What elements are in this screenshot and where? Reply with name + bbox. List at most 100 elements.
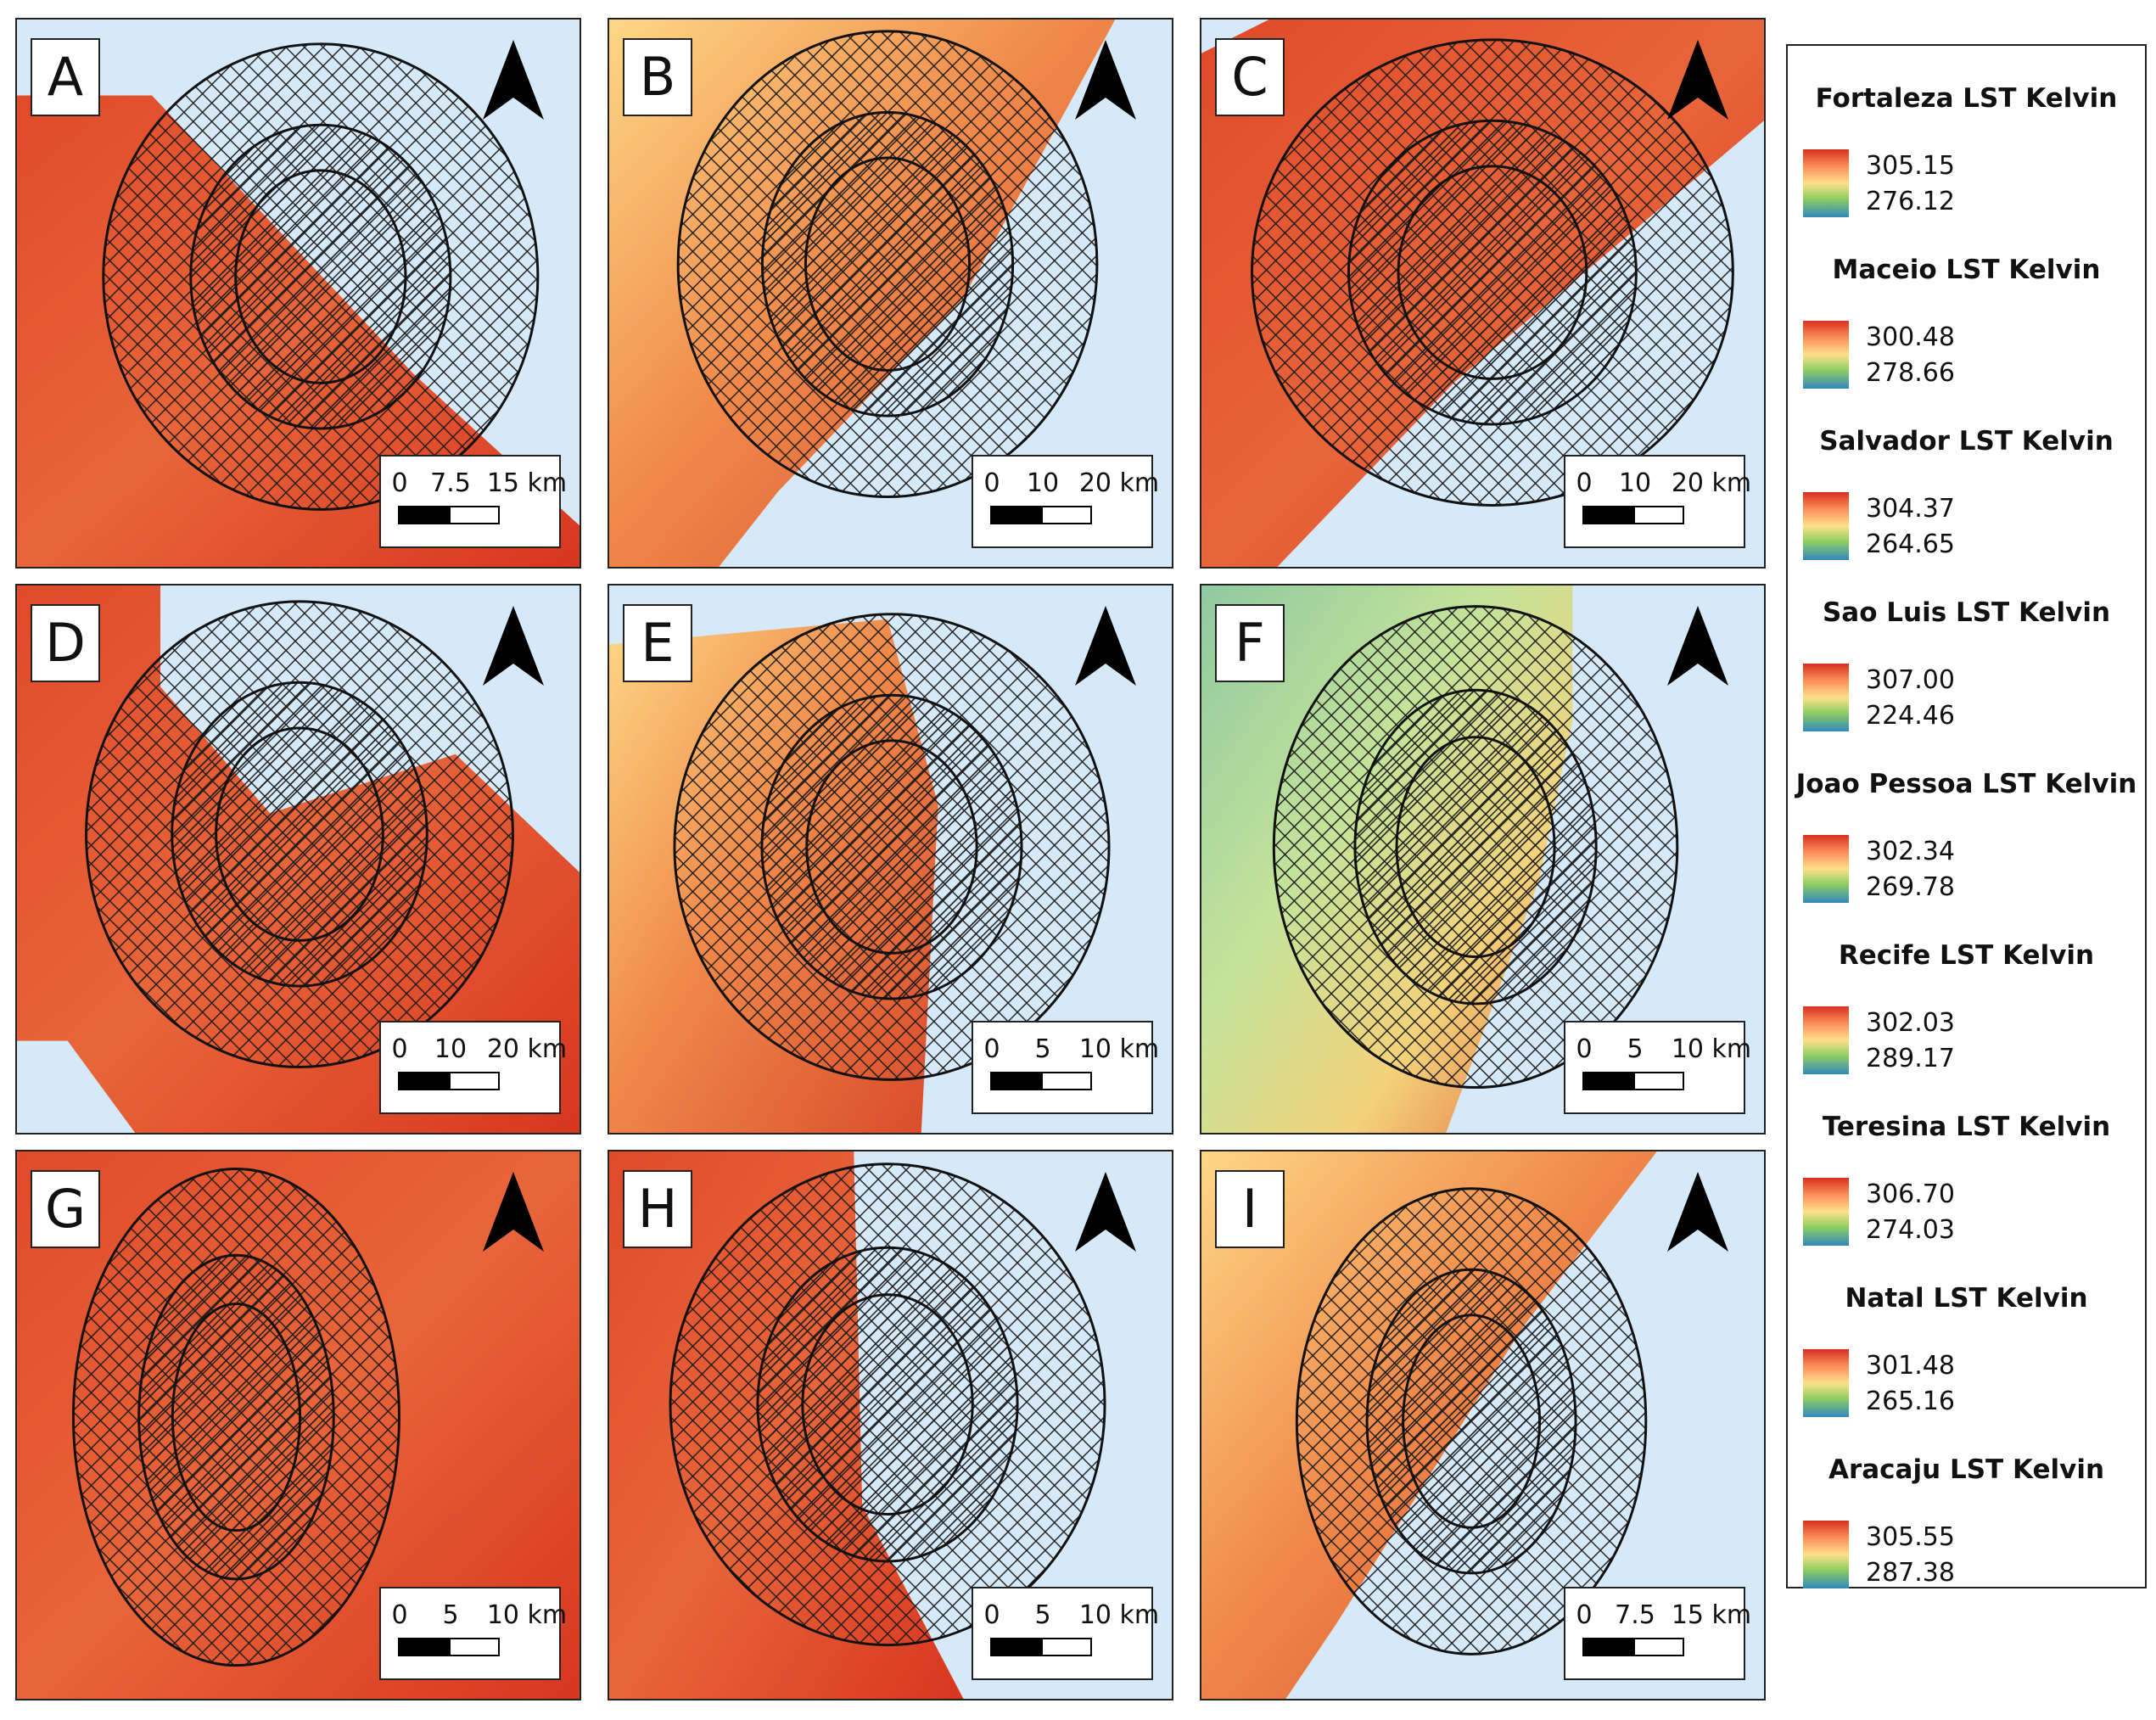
urban-area-boundary (1402, 1314, 1542, 1529)
legend-title: Salvador LST Kelvin (1819, 426, 2114, 457)
scale-bar-black-segment (990, 1072, 1041, 1090)
legend-min-value: 265.16 (1866, 1387, 1955, 1416)
legend-max-value: 306.70 (1866, 1179, 1955, 1209)
map-panel-b: B 0 10 20 km (608, 18, 1173, 569)
scale-bar-black-segment (1582, 1638, 1633, 1656)
scale-bar: 0 5 10 km (379, 1587, 567, 1680)
color-ramp (1803, 149, 1849, 217)
north-arrow-icon (1075, 40, 1136, 120)
scale-label: 0 (391, 1600, 408, 1630)
panel-letter: D (31, 604, 100, 682)
scale-label: 10 km (486, 1600, 568, 1630)
urban-area-boundary (1397, 165, 1588, 380)
legend-entry: Teresina LST Kelvin 306.70 274.03 (1788, 1112, 2145, 1283)
inner-buffer-zone (1365, 1268, 1577, 1575)
inner-buffer-zone (137, 1253, 335, 1581)
legend-title: Natal LST Kelvin (1845, 1283, 2088, 1314)
legend-min-value: 289.17 (1866, 1044, 1955, 1073)
scale-label: 7.5 (1615, 1600, 1655, 1630)
scale-bar-white-segment (1633, 1638, 1684, 1656)
color-ramp (1803, 664, 1849, 731)
color-ramp (1803, 321, 1849, 389)
legend-max-value: 301.48 (1866, 1351, 1955, 1381)
scale-label: 0 (983, 1034, 1000, 1064)
legend-title: Fortaleza LST Kelvin (1815, 83, 2118, 114)
scale-bar-black-segment (1582, 1072, 1633, 1090)
legend: Fortaleza LST Kelvin 305.15 276.12 Maceio L… (1786, 44, 2147, 1588)
legend-min-value: 269.78 (1866, 872, 1955, 902)
inner-buffer-zone (1347, 119, 1638, 426)
map-panel-e: E 0 5 10 km (608, 584, 1173, 1135)
north-arrow-icon (483, 40, 544, 120)
panel-letter: E (623, 604, 692, 682)
color-ramp (1803, 492, 1849, 560)
lst-map (17, 42, 580, 567)
legend-entry: Natal LST Kelvin 301.48 265.16 (1788, 1283, 2145, 1454)
scale-bar: 0 10 20 km (972, 455, 1159, 548)
scale-label: 0 (1576, 1600, 1593, 1630)
map-panel-i: I 0 7.5 15 km (1200, 1150, 1766, 1700)
legend-entry: Salvador LST Kelvin 304.37 264.65 (1788, 426, 2145, 597)
scale-label: 10 (434, 1034, 468, 1064)
north-arrow-icon (1667, 40, 1728, 120)
color-ramp (1803, 1349, 1849, 1417)
legend-max-value: 307.00 (1866, 665, 1955, 695)
urban-area-boundary (215, 726, 384, 942)
panel-letter: I (1215, 1170, 1285, 1248)
legend-min-value: 278.66 (1866, 358, 1955, 388)
scale-bar: 0 10 20 km (379, 1021, 567, 1114)
panel-letter: G (31, 1170, 100, 1248)
legend-title: Aracaju LST Kelvin (1828, 1454, 2105, 1485)
color-ramp (1803, 835, 1849, 903)
scale-label: 20 km (486, 1034, 568, 1064)
panel-letter: C (1215, 38, 1285, 116)
urban-area-boundary (805, 739, 978, 955)
scale-bar-white-segment (1633, 1072, 1684, 1090)
urban-area-boundary (801, 1293, 974, 1516)
scale-label: 5 (1627, 1034, 1644, 1064)
north-arrow-icon (1667, 1172, 1728, 1252)
lst-map (609, 613, 1111, 1133)
color-ramp (1803, 1521, 1849, 1588)
scale-label: 7.5 (430, 468, 471, 498)
panel-letter: B (623, 38, 692, 116)
inner-buffer-zone (760, 693, 1023, 1000)
north-arrow-icon (1075, 606, 1136, 686)
north-arrow-icon (1075, 1172, 1136, 1252)
scale-label: 0 (983, 468, 1000, 498)
urban-area-boundary (1395, 736, 1556, 958)
legend-min-value: 224.46 (1866, 701, 1955, 731)
scale-bar-black-segment (398, 506, 449, 524)
legend-entry: Sao Luis LST Kelvin 307.00 224.46 (1788, 597, 2145, 769)
scale-bar-white-segment (1041, 1638, 1092, 1656)
legend-title: Sao Luis LST Kelvin (1822, 597, 2111, 628)
lst-map (17, 1151, 580, 1699)
map-panel-f: F 0 5 10 km (1200, 584, 1766, 1135)
scale-label: 10 (1618, 468, 1652, 498)
scale-bar-white-segment (449, 506, 500, 524)
legend-min-value: 274.03 (1866, 1215, 1955, 1245)
scale-label: 10 (1026, 468, 1060, 498)
urban-area-boundary (804, 156, 972, 372)
scale-label: 0 (1576, 468, 1593, 498)
legend-title: Teresina LST Kelvin (1822, 1112, 2111, 1142)
lst-map (609, 1151, 1106, 1699)
scale-bar-white-segment (449, 1638, 500, 1656)
scale-bar-white-segment (1041, 1072, 1092, 1090)
scale-label: 10 km (1078, 1600, 1160, 1630)
map-panel-d: D 0 10 20 km (15, 584, 581, 1135)
legend-max-value: 302.34 (1866, 837, 1955, 866)
scale-bar-black-segment (398, 1638, 449, 1656)
scale-label: 0 (391, 1034, 408, 1064)
panel-letter: F (1215, 604, 1285, 682)
scale-label: 15 km (486, 468, 568, 498)
legend-max-value: 304.37 (1866, 494, 1955, 524)
north-arrow-icon (1667, 606, 1728, 686)
scale-bar: 0 5 10 km (972, 1021, 1159, 1114)
scale-label: 5 (1034, 1600, 1051, 1630)
legend-min-value: 264.65 (1866, 529, 1955, 559)
inner-buffer-zone (1353, 688, 1598, 1006)
legend-max-value: 305.55 (1866, 1522, 1955, 1552)
scale-bar-white-segment (1041, 506, 1092, 524)
legend-entry: Fortaleza LST Kelvin 305.15 276.12 (1788, 83, 2145, 255)
